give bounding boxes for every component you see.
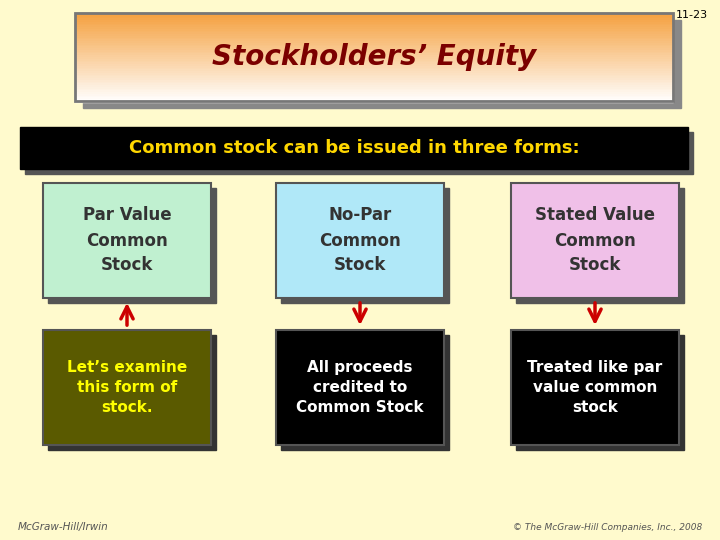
Bar: [75, 73, 673, 75]
Bar: [75, 68, 673, 70]
Bar: [75, 20, 673, 22]
Bar: [516, 188, 684, 303]
Text: Treated like par
value common
stock: Treated like par value common stock: [527, 360, 662, 415]
Bar: [75, 89, 673, 91]
Bar: [75, 31, 673, 33]
Bar: [75, 96, 673, 98]
Bar: [276, 330, 444, 445]
Bar: [516, 335, 684, 450]
Bar: [75, 29, 673, 31]
Bar: [75, 82, 673, 84]
Bar: [43, 183, 211, 298]
Bar: [75, 34, 673, 36]
Bar: [281, 335, 449, 450]
Text: McGraw-Hill/Irwin: McGraw-Hill/Irwin: [18, 522, 109, 532]
Bar: [75, 66, 673, 68]
Bar: [75, 32, 673, 35]
Bar: [281, 188, 449, 303]
Bar: [75, 52, 673, 54]
Bar: [75, 57, 673, 59]
Bar: [75, 94, 673, 96]
Bar: [75, 43, 673, 45]
Bar: [75, 36, 673, 38]
Bar: [75, 13, 673, 15]
Bar: [75, 13, 673, 101]
Bar: [75, 87, 673, 89]
Bar: [75, 90, 673, 93]
Bar: [75, 71, 673, 73]
Bar: [75, 50, 673, 52]
Bar: [48, 335, 216, 450]
Bar: [511, 183, 679, 298]
Bar: [75, 64, 673, 66]
Bar: [75, 27, 673, 29]
Bar: [75, 85, 673, 87]
Bar: [75, 78, 673, 80]
Bar: [75, 83, 673, 86]
Text: All proceeds
credited to
Common Stock: All proceeds credited to Common Stock: [296, 360, 424, 415]
Bar: [75, 92, 673, 94]
Bar: [75, 18, 673, 21]
Bar: [75, 55, 673, 57]
Bar: [75, 98, 673, 100]
Bar: [25, 132, 693, 174]
Bar: [75, 69, 673, 72]
Bar: [75, 48, 673, 50]
Bar: [75, 53, 673, 56]
Bar: [75, 15, 673, 17]
Bar: [75, 60, 673, 63]
Bar: [75, 99, 673, 102]
Bar: [75, 59, 673, 61]
Text: Common stock can be issued in three forms:: Common stock can be issued in three form…: [129, 139, 580, 157]
Bar: [75, 25, 673, 28]
Bar: [75, 24, 673, 26]
Bar: [75, 38, 673, 40]
Bar: [75, 39, 673, 42]
Bar: [276, 183, 444, 298]
Bar: [75, 45, 673, 47]
Bar: [75, 62, 673, 65]
Bar: [75, 22, 673, 24]
Bar: [43, 330, 211, 445]
Bar: [75, 76, 673, 79]
Bar: [75, 41, 673, 43]
Text: © The McGraw-Hill Companies, Inc., 2008: © The McGraw-Hill Companies, Inc., 2008: [513, 523, 702, 532]
Bar: [75, 80, 673, 82]
Text: 11-23: 11-23: [676, 10, 708, 20]
Bar: [75, 17, 673, 19]
Bar: [83, 20, 681, 108]
Bar: [75, 46, 673, 49]
Text: Stockholders’ Equity: Stockholders’ Equity: [212, 43, 536, 71]
Text: Stated Value
Common
Stock: Stated Value Common Stock: [535, 206, 655, 274]
Text: No-Par
Common
Stock: No-Par Common Stock: [319, 206, 401, 274]
Bar: [20, 127, 688, 169]
Bar: [511, 330, 679, 445]
Bar: [48, 188, 216, 303]
Text: Par Value
Common
Stock: Par Value Common Stock: [83, 206, 171, 274]
Bar: [75, 75, 673, 77]
Text: Let’s examine
this form of
stock.: Let’s examine this form of stock.: [67, 360, 187, 415]
